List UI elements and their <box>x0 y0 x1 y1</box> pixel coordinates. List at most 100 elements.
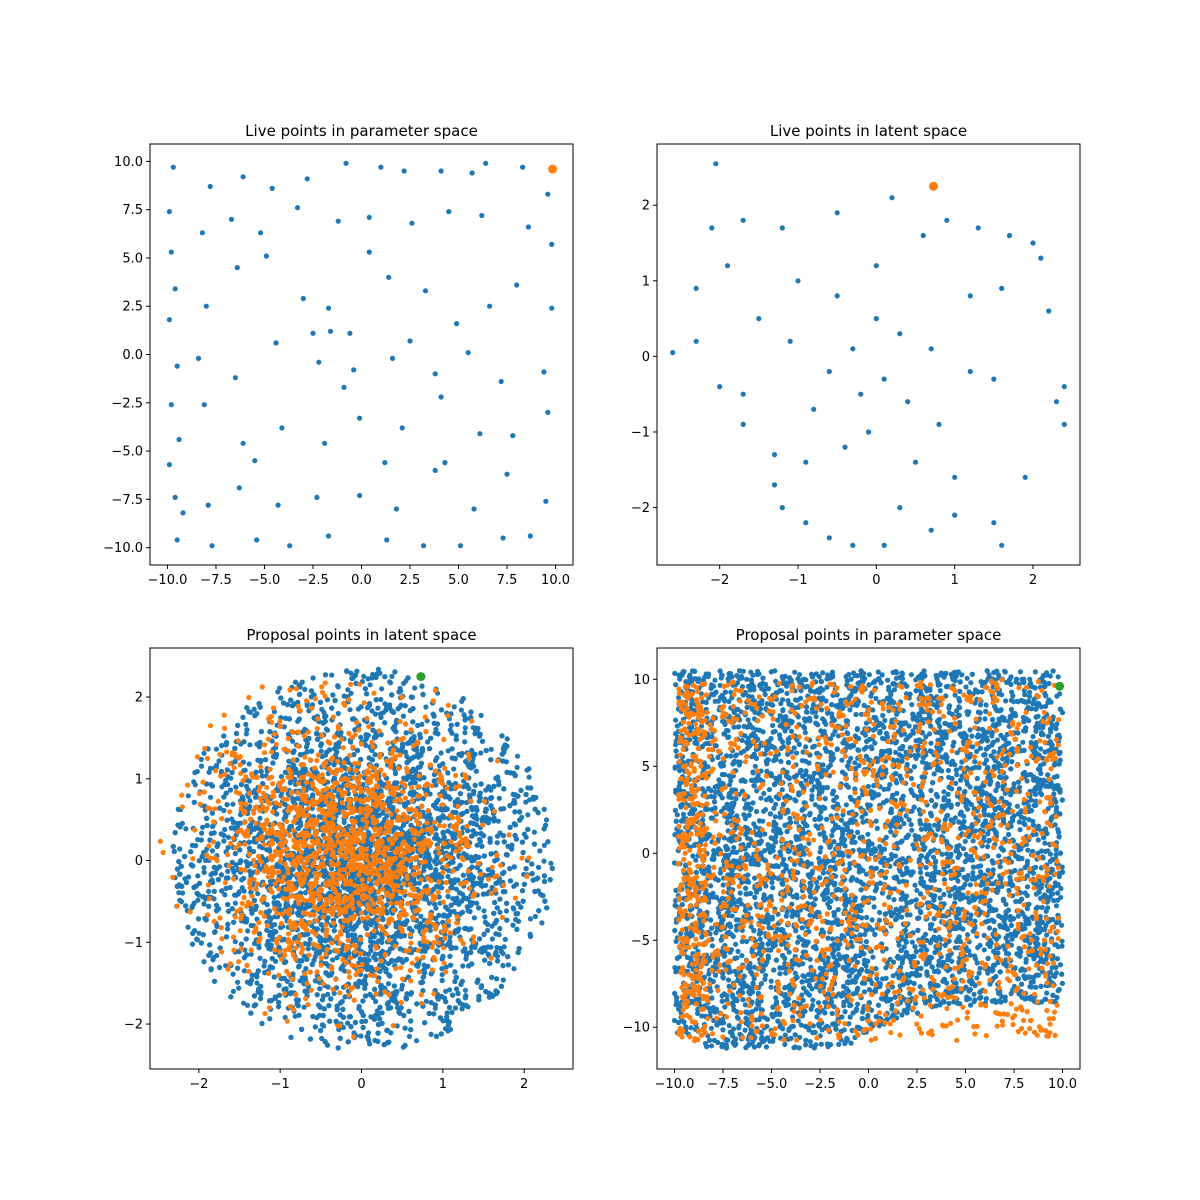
blue-point <box>382 674 388 680</box>
blue-point <box>363 735 369 742</box>
blue-point <box>489 936 495 942</box>
blue-point <box>263 253 269 259</box>
blue-point <box>317 986 323 992</box>
blue-point <box>403 730 409 736</box>
blue-point <box>709 225 715 231</box>
blue-point <box>278 695 284 701</box>
blue-point <box>282 769 288 775</box>
blue-point <box>201 959 207 965</box>
blue-point <box>357 492 363 499</box>
blue-point <box>518 787 524 794</box>
blue-point <box>510 791 516 798</box>
blue-point <box>771 452 778 458</box>
blue-point <box>290 796 296 802</box>
blue-point <box>212 978 218 984</box>
blue-point <box>500 833 506 839</box>
blue-point <box>713 161 719 167</box>
blue-point <box>881 542 887 548</box>
blue-point <box>300 295 306 302</box>
blue-point <box>406 1033 412 1039</box>
blue-point <box>401 933 407 939</box>
blue-point <box>183 903 189 909</box>
y-tick-label: 0.0 <box>122 348 143 363</box>
blue-point <box>440 865 446 871</box>
blue-point <box>502 936 508 943</box>
blue-point <box>367 944 374 950</box>
blue-point <box>408 1027 414 1033</box>
blue-point <box>175 822 181 828</box>
blue-point <box>216 758 222 764</box>
blue-point <box>200 824 206 830</box>
blue-point <box>469 747 475 753</box>
blue-point <box>803 459 809 465</box>
blue-point <box>357 415 363 421</box>
blue-point <box>310 1013 316 1020</box>
blue-point <box>412 685 418 691</box>
blue-point <box>494 840 500 846</box>
blue-point <box>207 794 214 800</box>
blue-point <box>363 973 369 979</box>
blue-point <box>362 1018 369 1024</box>
blue-point <box>811 406 817 412</box>
blue-point <box>378 788 384 794</box>
blue-point <box>232 892 238 898</box>
blue-point <box>172 286 178 292</box>
blue-point <box>314 1015 320 1021</box>
x-tick-label: 10.0 <box>541 573 570 588</box>
blue-point <box>826 535 832 541</box>
blue-point <box>397 1010 403 1016</box>
blue-point <box>999 542 1005 548</box>
blue-point <box>541 873 548 879</box>
blue-point <box>432 467 438 473</box>
points-layer <box>670 161 1067 548</box>
blue-point <box>331 746 338 752</box>
blue-point <box>455 998 461 1004</box>
blue-point <box>394 1023 400 1029</box>
blue-point <box>207 183 213 190</box>
blue-point <box>503 908 510 914</box>
blue-point <box>527 797 533 803</box>
blue-point <box>795 278 801 284</box>
axes-frame <box>656 143 1081 566</box>
blue-point <box>445 1028 451 1034</box>
blue-point <box>452 969 458 975</box>
y-tick-label: 0 <box>642 350 650 365</box>
blue-point <box>537 848 543 854</box>
blue-point <box>246 761 252 767</box>
blue-point <box>497 925 503 932</box>
blue-point <box>353 981 359 987</box>
blue-point <box>873 263 879 269</box>
blue-point <box>278 774 285 780</box>
blue-point <box>541 842 548 849</box>
blue-point <box>392 935 398 941</box>
blue-point <box>401 1012 407 1019</box>
blue-point <box>246 839 252 845</box>
blue-point <box>228 775 234 781</box>
blue-point <box>195 873 201 879</box>
x-tick-label: 0.0 <box>351 573 372 588</box>
blue-point <box>243 731 249 737</box>
blue-point <box>787 338 793 344</box>
blue-point <box>460 963 466 969</box>
blue-point <box>389 957 395 963</box>
blue-point <box>366 249 372 255</box>
blue-point <box>450 896 456 902</box>
blue-point <box>1006 232 1013 239</box>
blue-point <box>251 706 257 712</box>
blue-point <box>462 730 468 736</box>
blue-point <box>455 990 461 997</box>
blue-point <box>225 901 231 908</box>
blue-point <box>369 708 375 714</box>
blue-point <box>393 506 399 512</box>
blue-point <box>232 850 239 857</box>
blue-point <box>439 977 445 984</box>
blue-point <box>235 979 241 985</box>
blue-point <box>330 957 336 963</box>
blue-point <box>523 791 529 798</box>
blue-point <box>495 818 501 824</box>
blue-point <box>889 195 895 201</box>
blue-point <box>401 168 407 174</box>
blue-point <box>1053 399 1060 405</box>
blue-point <box>329 705 335 711</box>
blue-point <box>471 506 477 512</box>
